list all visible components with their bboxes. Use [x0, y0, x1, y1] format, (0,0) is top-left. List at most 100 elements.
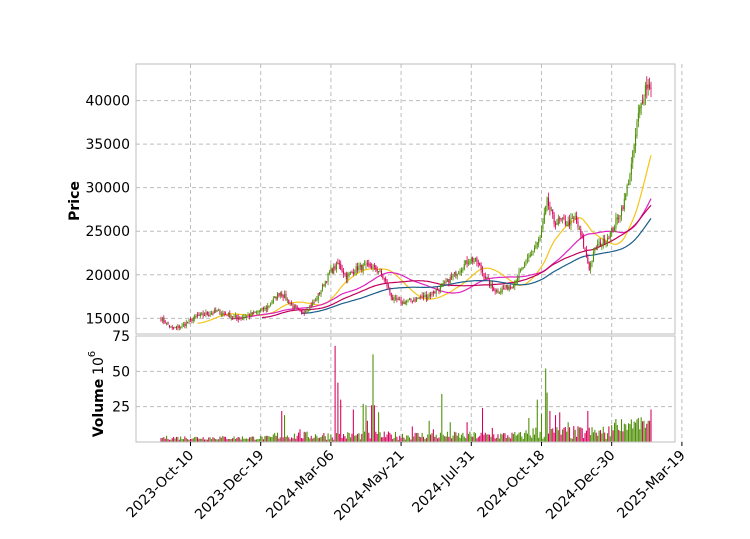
candle: [257, 310, 259, 315]
candle: [219, 308, 221, 316]
candle-body: [248, 314, 250, 317]
volume-bar: [385, 437, 387, 442]
candle: [161, 316, 163, 324]
volume-bar: [570, 438, 572, 442]
candle-body: [647, 84, 649, 89]
volume-bar: [504, 433, 506, 442]
candle: [550, 206, 552, 212]
volume-bar: [432, 429, 434, 442]
candle-body: [531, 253, 533, 255]
candle: [251, 312, 253, 316]
volume-bar: [484, 432, 486, 442]
candle: [626, 183, 628, 197]
candle: [408, 297, 411, 301]
price-tick-label: 40000: [85, 94, 130, 110]
volume-bar: [591, 427, 593, 442]
candle-body: [257, 311, 259, 313]
candle: [255, 310, 257, 315]
volume-bar: [441, 393, 443, 442]
volume-bar: [615, 419, 617, 442]
candle: [622, 205, 624, 212]
candle: [588, 261, 590, 272]
candle: [569, 214, 571, 230]
volume-bar: [293, 433, 295, 442]
candle-body: [247, 314, 249, 316]
candle-body: [444, 281, 446, 283]
candle-body: [580, 229, 582, 236]
candle-body: [241, 317, 243, 319]
candle-body: [519, 269, 521, 272]
candle: [498, 291, 500, 295]
volume-bar: [236, 438, 238, 442]
volume-bar: [250, 437, 252, 442]
candle: [354, 269, 356, 275]
volume-bar: [387, 431, 389, 442]
volume-bar: [417, 432, 419, 442]
candle-body: [305, 310, 307, 313]
volume-bar: [337, 382, 339, 442]
candle: [253, 310, 255, 315]
candle-body: [295, 305, 297, 308]
candle-body: [408, 298, 411, 300]
candle: [300, 309, 302, 315]
x-tick-label: 2023-Oct-10: [124, 448, 198, 522]
volume-bar: [458, 433, 460, 442]
volume-bar: [327, 433, 329, 442]
volume-bar: [284, 415, 286, 442]
candle: [390, 292, 392, 301]
candle-body: [619, 215, 621, 218]
volume-bar: [354, 435, 356, 442]
candle-body: [456, 273, 458, 276]
candle-body: [196, 315, 199, 317]
candle: [383, 277, 385, 283]
volume-bar: [177, 436, 179, 442]
candle-body: [452, 274, 454, 278]
volume-bar: [296, 435, 298, 442]
candle: [490, 280, 492, 289]
candle-body: [437, 288, 439, 290]
volume-bar: [532, 428, 534, 442]
candle-body: [476, 257, 478, 263]
candle: [348, 271, 350, 278]
candle-body: [320, 290, 322, 295]
candle-body: [587, 257, 589, 263]
volume-bar: [538, 437, 540, 442]
candle-body: [246, 315, 248, 318]
candle: [514, 280, 516, 291]
moving-average-line: [197, 155, 652, 324]
candle-body: [599, 242, 601, 247]
volume-bar: [253, 436, 255, 442]
volume-bar: [189, 438, 192, 442]
volume-bar: [359, 439, 361, 442]
candle-body: [439, 286, 441, 292]
candle: [423, 292, 425, 301]
candle-body: [272, 298, 274, 303]
candle-body: [591, 260, 593, 263]
candle: [616, 213, 618, 225]
candle: [646, 76, 648, 99]
moving-averages: [197, 155, 652, 324]
volume-bar: [411, 426, 413, 442]
volume-bar: [254, 439, 256, 442]
volume-bar: [438, 437, 440, 442]
candle: [608, 235, 610, 240]
candle: [399, 296, 401, 301]
candle-body: [240, 318, 242, 320]
volume-bar: [526, 433, 528, 442]
volume-bar: [539, 431, 541, 442]
candle-body: [460, 270, 462, 273]
volume-bar: [584, 433, 586, 442]
candle: [647, 79, 649, 96]
volume-bar: [490, 436, 492, 442]
volume-bar: [291, 437, 293, 442]
candle: [417, 297, 419, 300]
candle: [380, 268, 382, 278]
volume-bar: [446, 431, 448, 442]
candle-body: [505, 284, 507, 288]
candle: [262, 306, 265, 313]
candle-body: [212, 313, 214, 315]
candle-body: [533, 247, 535, 251]
candle-body: [390, 292, 392, 298]
candle-body: [309, 305, 311, 309]
candle: [489, 279, 491, 288]
